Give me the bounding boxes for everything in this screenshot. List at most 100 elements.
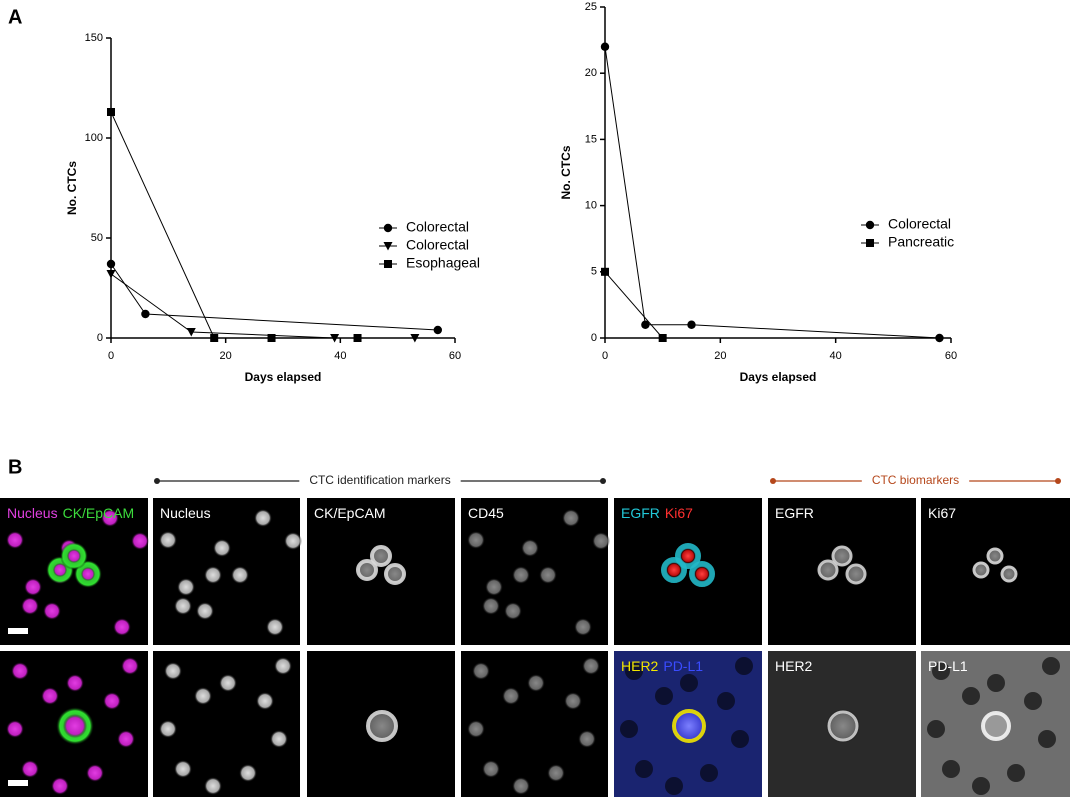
panel-label: A	[8, 6, 22, 28]
bracket-end	[1055, 478, 1061, 484]
channel-name: CD45	[468, 505, 504, 521]
dark-spot	[962, 687, 980, 705]
nucleus	[177, 578, 195, 596]
dark-spot	[1024, 692, 1042, 710]
dark-spot	[1042, 657, 1060, 675]
dark-spot	[635, 760, 653, 778]
nucleus	[219, 674, 237, 692]
dark-spot	[620, 720, 638, 738]
cell-ring	[845, 563, 867, 585]
dark-spot	[680, 674, 698, 692]
image-background	[307, 498, 455, 645]
x-axis-label: Days elapsed	[245, 370, 322, 384]
nucleus	[24, 578, 42, 596]
nucleus	[578, 730, 596, 748]
y-tick-label: 5	[591, 266, 597, 278]
dark-spot	[942, 760, 960, 778]
nucleus	[204, 566, 222, 584]
dark-spot	[735, 657, 753, 675]
dark-spot	[932, 662, 950, 680]
nucleus	[512, 777, 530, 795]
nucleus	[482, 597, 500, 615]
micrograph: PD-L1	[921, 651, 1070, 797]
nucleus	[117, 730, 135, 748]
nucleus	[51, 777, 69, 795]
legend-marker	[866, 239, 874, 247]
nucleus	[592, 532, 610, 550]
marker	[353, 334, 362, 342]
scale-bar	[8, 628, 28, 634]
channel-name: PD-L1	[928, 658, 968, 674]
legend-marker	[865, 220, 875, 230]
cell-core	[675, 712, 703, 740]
cell-core	[365, 709, 399, 743]
micrograph: HER2	[768, 651, 916, 797]
y-tick-label: 150	[85, 32, 103, 44]
nucleus	[174, 760, 192, 778]
y-tick-label: 0	[97, 332, 103, 344]
marker	[106, 259, 116, 269]
cell-core	[694, 566, 710, 582]
y-tick-label: 0	[591, 332, 597, 344]
nucleus	[11, 662, 29, 680]
cell-ring	[366, 710, 398, 742]
micrograph: CK/EpCAM	[307, 498, 455, 645]
marker	[141, 309, 150, 319]
channel-name: EGFR	[621, 505, 660, 521]
x-axis-label: Days elapsed	[740, 370, 817, 384]
micrograph	[307, 651, 455, 797]
cell-core	[826, 709, 860, 743]
dark-spot	[655, 687, 673, 705]
x-tick-label: 40	[334, 350, 346, 362]
nucleus	[131, 532, 149, 550]
x-tick-label: 60	[945, 350, 957, 362]
channel-label: CD45	[468, 505, 504, 521]
channel-name: CK/EpCAM	[63, 505, 135, 521]
y-axis-label: No. CTCs	[559, 145, 573, 199]
nucleus	[582, 657, 600, 675]
x-tick-label: 60	[449, 350, 461, 362]
nucleus	[21, 760, 39, 778]
cell-ring	[370, 545, 392, 567]
bracket-label: CTC biomarkers	[872, 473, 959, 487]
series-line	[604, 271, 664, 339]
cell-core	[67, 549, 81, 563]
cell-ring	[672, 709, 706, 743]
channel-name: HER2	[775, 658, 813, 674]
nucleus	[254, 509, 272, 527]
channel-name: EGFR	[775, 505, 814, 521]
dark-spot	[987, 674, 1005, 692]
nucleus	[274, 657, 292, 675]
nucleus	[103, 692, 121, 710]
nucleus	[266, 618, 284, 636]
cell-core	[81, 567, 95, 581]
legend-label: Colorectal	[406, 219, 469, 235]
micrograph: Nucleus CK/EpCAM	[0, 498, 149, 645]
nucleus	[204, 777, 222, 795]
nucleus	[196, 602, 214, 620]
cell-ring	[356, 559, 378, 581]
nucleus	[121, 657, 139, 675]
series-line	[110, 263, 438, 331]
micrograph: EGFR	[768, 498, 916, 645]
y-tick-label: 25	[585, 1, 597, 13]
nucleus	[467, 531, 485, 549]
micrograph	[461, 651, 608, 797]
channel-label: HER2	[775, 658, 813, 674]
nucleus	[239, 764, 257, 782]
bracket-end	[770, 478, 776, 484]
nucleus	[270, 730, 288, 748]
dark-spot	[731, 730, 749, 748]
cell-ring	[972, 561, 990, 579]
scale-bar	[8, 780, 28, 786]
channel-label: EGFR Ki67	[621, 505, 693, 521]
dark-spot	[717, 692, 735, 710]
marker	[433, 325, 442, 335]
nucleus	[159, 531, 177, 549]
legend-label: Pancreatic	[888, 234, 954, 250]
nucleus	[562, 509, 580, 527]
channel-label: HER2 PD-L1	[621, 658, 703, 674]
bracket-end	[154, 478, 160, 484]
micrograph	[0, 651, 148, 797]
